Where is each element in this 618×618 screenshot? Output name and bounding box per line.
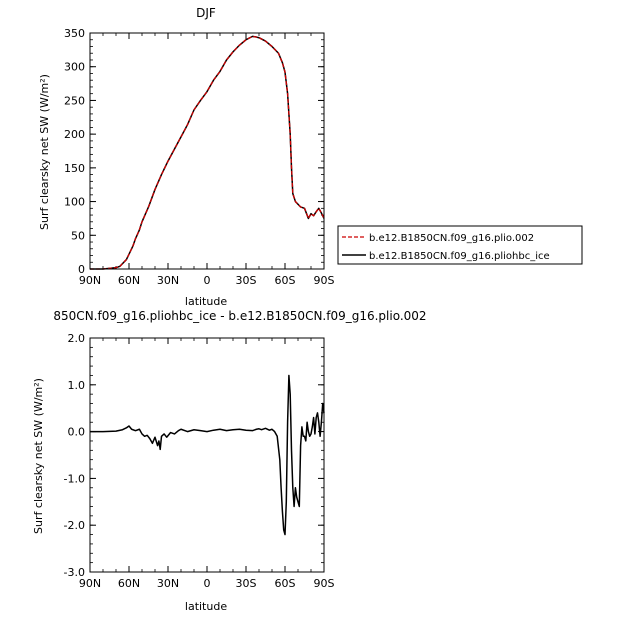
bottom-x-tick-label: 30N: [157, 577, 179, 590]
bottom-x-tick-label: 90S: [314, 577, 335, 590]
bottom-panel: 850CN.f09_g16.pliohbc_ice - b.e12.B1850C…: [32, 309, 427, 613]
top-x-tick-label: 0: [204, 274, 211, 287]
top-y-axis-label: Surf clearsky net SW (W/m²): [38, 74, 51, 230]
top-plot-frame: [89, 32, 325, 270]
top-x-tick-label: 30N: [157, 274, 179, 287]
legend-label-plio: b.e12.B1850CN.f09_g16.plio.002: [369, 233, 534, 244]
bottom-y-tick-label: 2.0: [68, 332, 86, 345]
legend: b.e12.B1850CN.f09_g16.plio.002 b.e12.B18…: [337, 225, 583, 265]
top-y-tick-label: 50: [71, 229, 85, 242]
top-y-tick-label: 150: [64, 162, 85, 175]
top-x-tick-label: 60S: [275, 274, 296, 287]
top-series-line-1: [90, 35, 325, 270]
top-panel: DJF latitude Surf clearsky net SW (W/m²)…: [38, 6, 335, 308]
bottom-y-tick-label: -3.0: [64, 566, 85, 579]
top-y-tick-label: 0: [78, 263, 85, 276]
legend-box: [337, 225, 583, 265]
bottom-chart-title: 850CN.f09_g16.pliohbc_ice - b.e12.B1850C…: [53, 309, 426, 323]
bottom-x-tick-label: 30S: [236, 577, 257, 590]
bottom-x-axis-label: latitude: [185, 600, 227, 613]
top-x-tick-label: 60N: [118, 274, 140, 287]
top-y-tick-label: 300: [64, 61, 85, 74]
top-series-lines: [90, 35, 325, 270]
bottom-y-tick-label: -2.0: [64, 519, 85, 532]
top-x-tick-label: 90S: [314, 274, 335, 287]
bottom-y-tick-label: 1.0: [68, 379, 86, 392]
top-y-tick-label: 200: [64, 128, 85, 141]
bottom-x-tick-label: 60S: [275, 577, 296, 590]
bottom-plot-frame: [89, 337, 325, 573]
bottom-series-lines: [90, 374, 325, 536]
top-x-tick-label: 30S: [236, 274, 257, 287]
bottom-y-tick-label: 0.0: [68, 426, 86, 439]
legend-label-pliohbc-ice: b.e12.B1850CN.f09_g16.pliohbc_ice: [369, 251, 550, 262]
top-y-tick-label: 100: [64, 196, 85, 209]
top-y-tick-label: 250: [64, 94, 85, 107]
bottom-series-line-0: [90, 374, 325, 536]
top-series-line-0: [90, 35, 325, 270]
top-x-axis-label: latitude: [185, 295, 227, 308]
bottom-x-tick-label: 0: [204, 577, 211, 590]
top-chart-title: DJF: [196, 6, 216, 20]
top-y-tick-label: 350: [64, 27, 85, 40]
bottom-x-tick-label: 60N: [118, 577, 140, 590]
bottom-y-axis-label: Surf clearsky net SW (W/m²): [32, 378, 45, 534]
top-x-tick-label: 90N: [79, 274, 101, 287]
bottom-x-tick-label: 90N: [79, 577, 101, 590]
top-axis-ticks: 90N 60N 30N 0 30S 60S 90S 0 50 100 150 200 250 300 350: [64, 27, 335, 287]
bottom-y-tick-label: -1.0: [64, 472, 85, 485]
bottom-axis-ticks: 90N 60N 30N 0 30S 60S 90S -3.0 -2.0 -1.0 0.0 1.0 2.0: [64, 332, 335, 590]
